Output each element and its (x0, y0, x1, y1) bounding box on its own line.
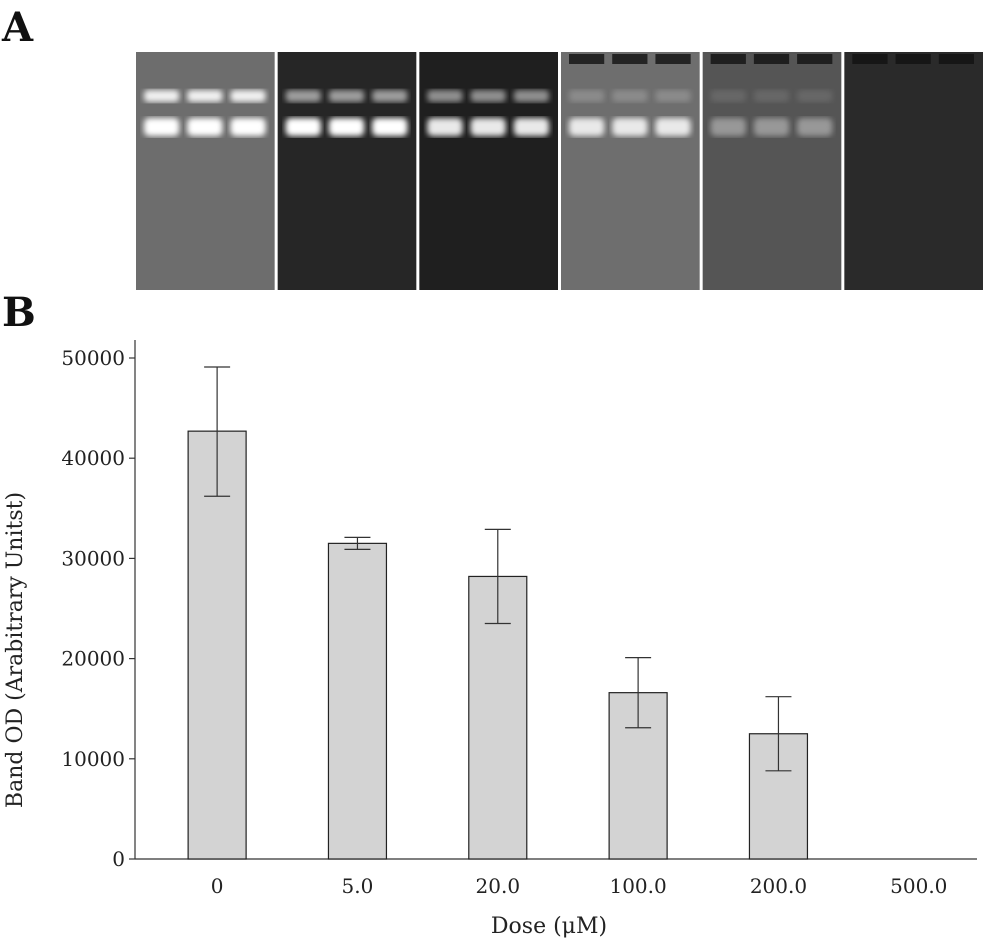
gel-well (938, 54, 974, 64)
gel-band (470, 90, 506, 102)
gel-band (710, 90, 746, 102)
y-tick-label: 30000 (61, 546, 125, 570)
gel-band (513, 90, 549, 102)
gel-band (372, 118, 408, 136)
y-axis-title: Band OD (Arabitrary Unitst) (3, 492, 28, 808)
gel-panel (702, 52, 842, 290)
x-tick-label: 100.0 (609, 874, 666, 898)
gel-band (569, 90, 605, 102)
gel-band (655, 90, 691, 102)
gel-band (187, 118, 223, 136)
gel-band (328, 118, 365, 136)
gel-well (710, 54, 746, 64)
gel-well (569, 54, 605, 64)
gel-well (895, 54, 931, 64)
gel-band (470, 118, 506, 136)
x-tick-label: 20.0 (476, 874, 521, 898)
gel-panel (561, 52, 700, 290)
gel-band (285, 90, 321, 102)
gel-band (328, 90, 365, 102)
gel-band (187, 90, 223, 102)
gel-band (427, 90, 463, 102)
panel-b-label: B (2, 289, 36, 336)
gel-panel (419, 52, 558, 290)
x-tick-label: 500.0 (890, 874, 947, 898)
gel-band (753, 118, 790, 136)
gel-panel (277, 52, 417, 290)
gel-band (797, 90, 833, 102)
gel-well (612, 54, 648, 64)
y-tick-label: 20000 (61, 647, 125, 671)
gel-panel (136, 52, 275, 290)
gel-band (372, 90, 408, 102)
gel-well (852, 54, 888, 64)
bar-chart: 0 10000 20000 30000 40000 50000 0 5.0 20.0 100.0… (3, 340, 977, 939)
panel-a-label: A (2, 4, 34, 51)
x-tick-label: 0 (211, 874, 224, 898)
y-tick-label: 40000 (61, 446, 125, 470)
gel-band (655, 118, 691, 136)
gel-band (753, 90, 790, 102)
gel-band (513, 118, 549, 136)
bar (187, 430, 247, 860)
gel-band (797, 118, 833, 136)
gel-band (230, 90, 266, 102)
gel-band (230, 118, 266, 136)
gel-band (427, 118, 463, 136)
gel-band (285, 118, 321, 136)
y-tick-label: 10000 (61, 747, 125, 771)
x-axis-title: Dose (μM) (491, 914, 607, 939)
gel-band (612, 90, 648, 102)
gel-band (612, 118, 648, 136)
gel-well (753, 54, 790, 64)
y-tick-label: 0 (112, 847, 125, 871)
gel-panel (844, 52, 983, 290)
x-tick-label: 200.0 (750, 874, 807, 898)
x-axis: 0 5.0 20.0 100.0 200.0 500.0 (135, 858, 977, 898)
y-axis: 0 10000 20000 30000 40000 50000 (61, 340, 136, 871)
gel-band (144, 118, 180, 136)
y-tick-label: 50000 (61, 346, 125, 370)
gel-band (144, 90, 180, 102)
error-bars (204, 366, 792, 772)
gel-well (797, 54, 833, 64)
gel-band (710, 118, 746, 136)
x-tick-label: 5.0 (342, 874, 374, 898)
gel-image (136, 52, 983, 290)
bar-series (187, 430, 809, 860)
bar (327, 542, 388, 860)
gel-well (655, 54, 691, 64)
gel-band (569, 118, 605, 136)
